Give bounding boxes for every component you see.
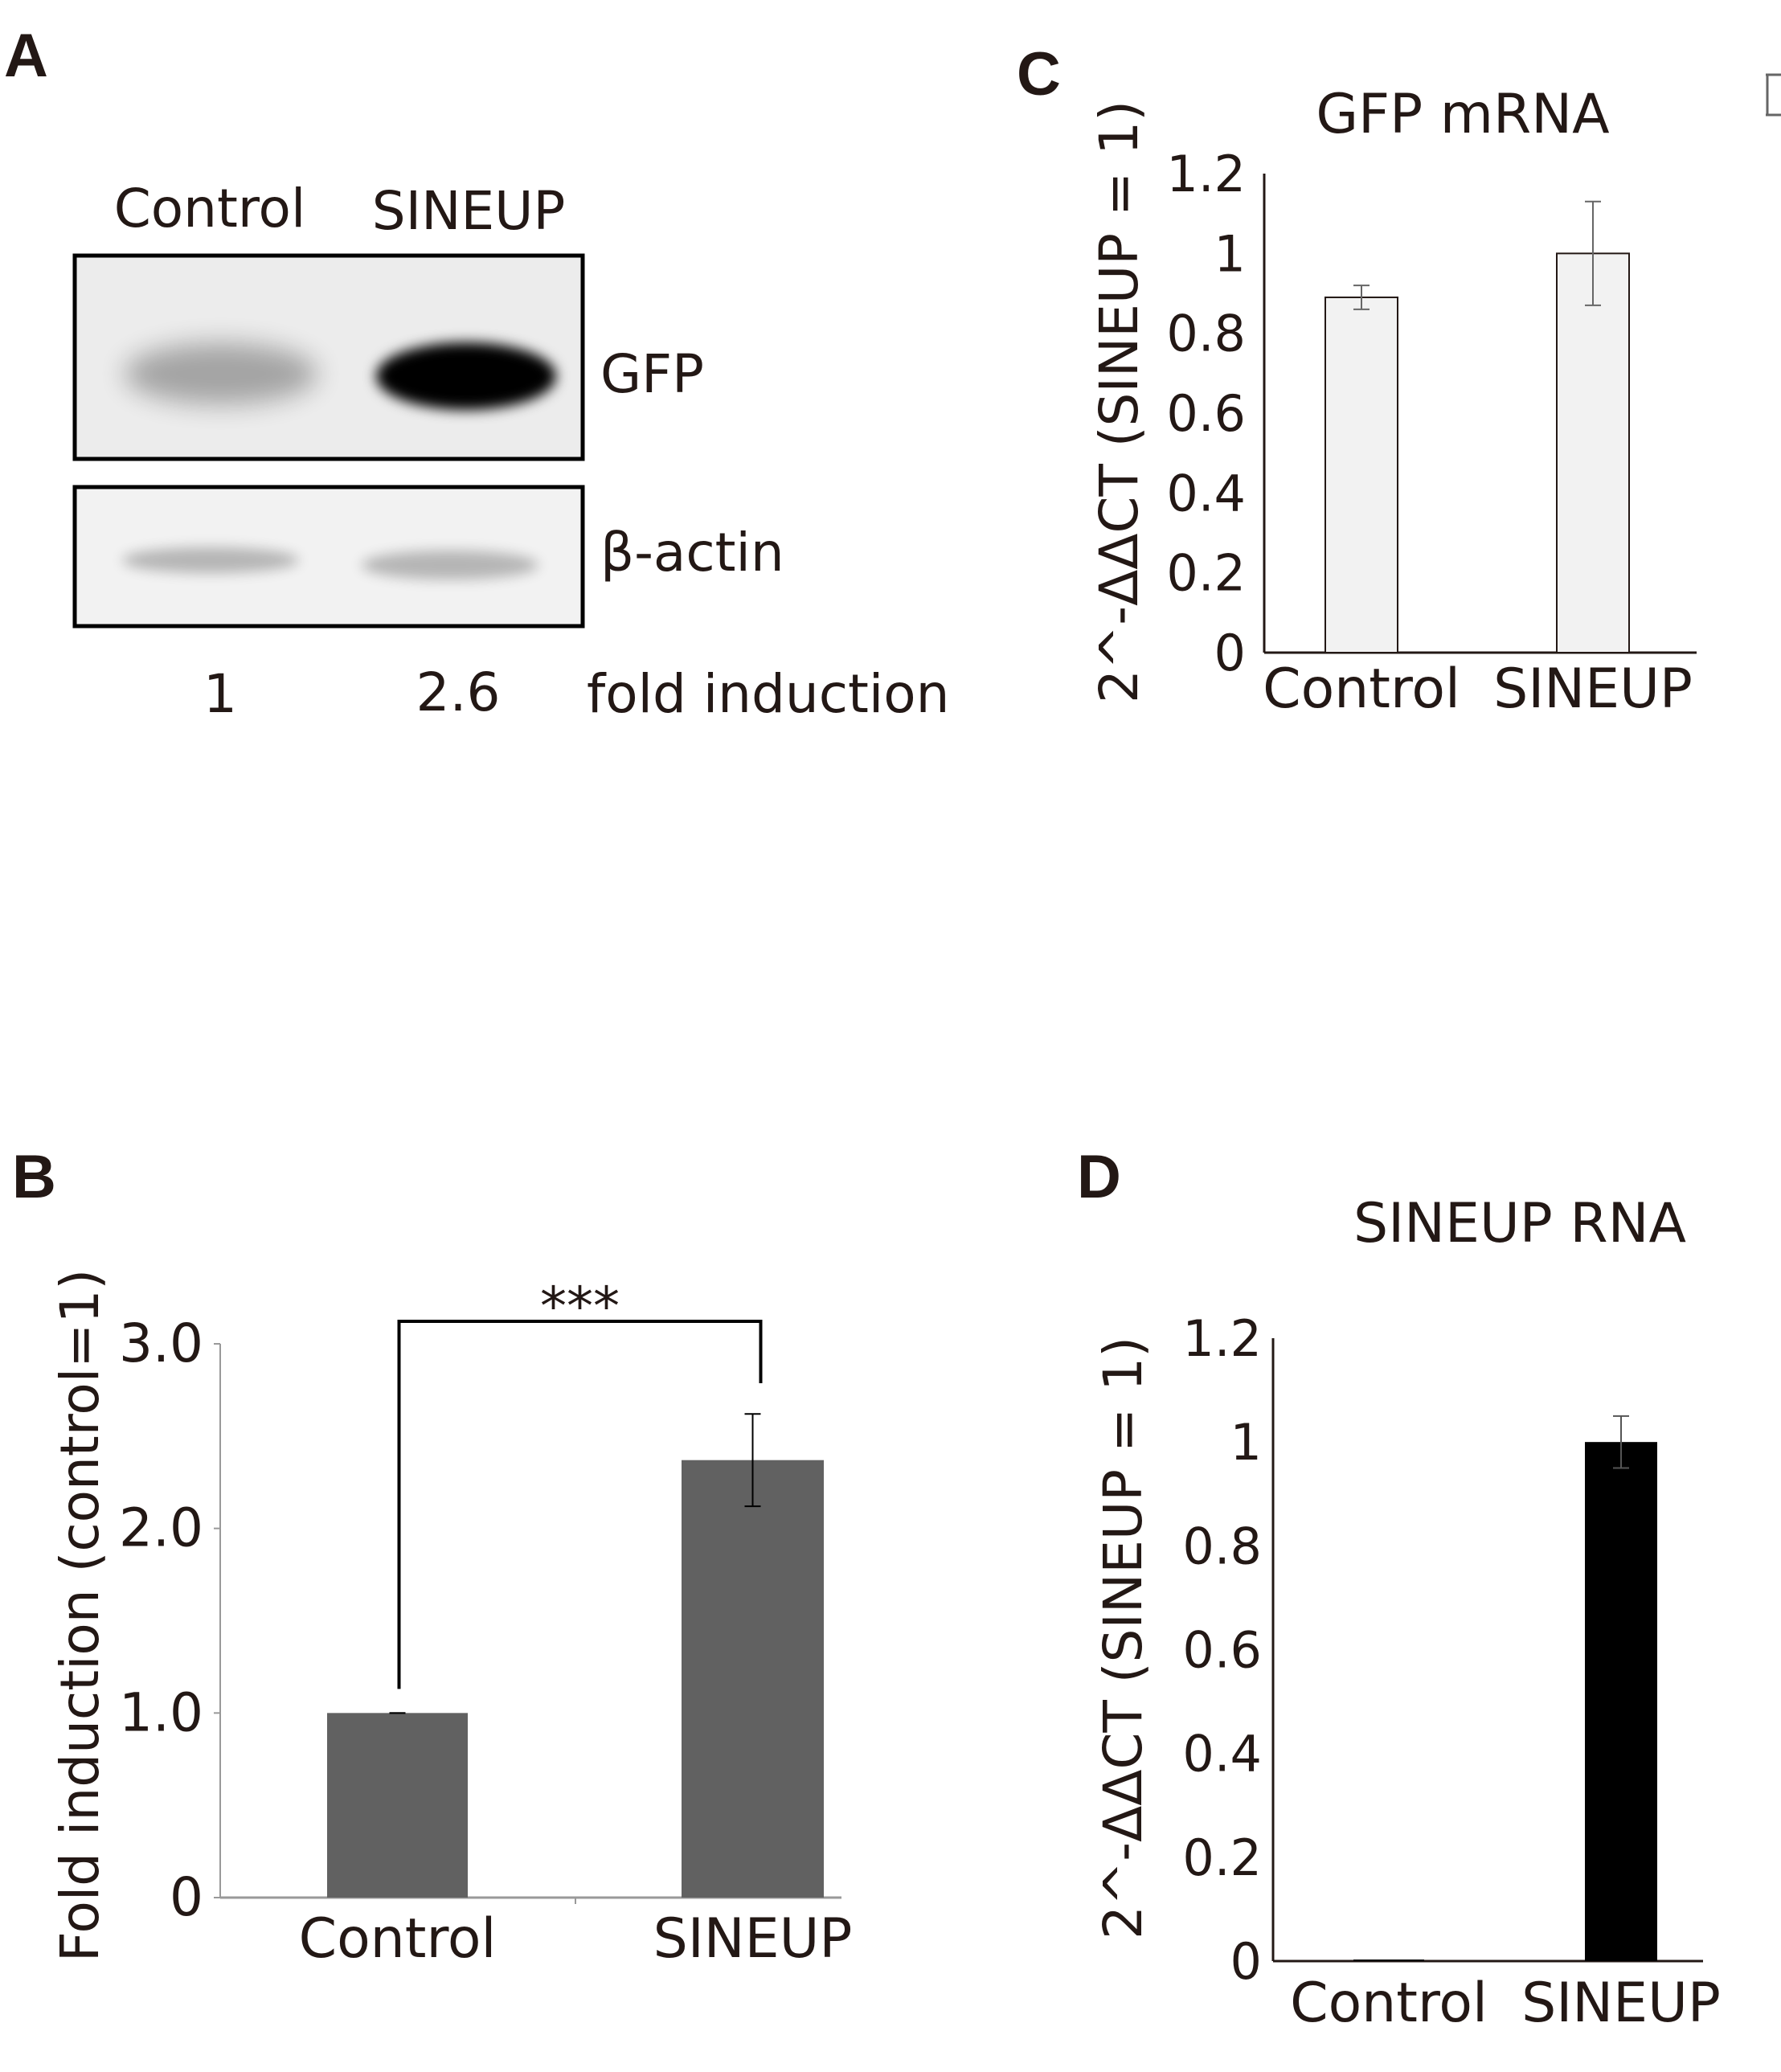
significance-bracket xyxy=(397,1320,763,1689)
gfp-blot xyxy=(72,253,585,461)
y-tick-label: 0.6 xyxy=(1182,1621,1262,1680)
gfp-band-control xyxy=(125,343,317,404)
y-tick-label: 0.8 xyxy=(1166,305,1246,363)
bar-control xyxy=(1324,296,1398,653)
y-tick-label: 1 xyxy=(1230,1413,1262,1472)
panel-letter-b: B xyxy=(12,1143,56,1211)
x-category-label: SINEUP xyxy=(1521,1972,1721,2035)
y-tick-label: 1 xyxy=(1214,224,1246,283)
y-tick-label: 0.4 xyxy=(1166,464,1246,522)
y-axis-label: Fold induction (control=1) xyxy=(49,1269,111,1962)
x-category-label: SINEUP xyxy=(1493,657,1693,721)
y-tick-label: 0 xyxy=(1214,624,1246,682)
x-category-label: SINEUP xyxy=(653,1907,853,1971)
y-tick-label: 1.0 xyxy=(119,1681,203,1743)
band-label-actin: β-actin xyxy=(600,522,784,584)
y-tick-label: 0.8 xyxy=(1182,1517,1262,1575)
actin-blot xyxy=(72,485,585,629)
bar-control xyxy=(1353,1959,1424,1962)
fold-value-sineup: 2.6 xyxy=(416,661,501,723)
stray-error-bar xyxy=(1766,73,1781,117)
chart-d: 0 0.2 0.4 0.6 0.8 1 1.2 Control SINEUP SINEUP RNA… xyxy=(1092,1192,1721,2035)
lane-label-control: Control xyxy=(114,178,306,240)
x-category-label: Control xyxy=(1263,657,1460,721)
y-tick-label: 0.2 xyxy=(1182,1828,1262,1887)
x-category-label: Control xyxy=(299,1907,497,1971)
bar-sineup xyxy=(1556,252,1630,653)
y-tick-label: 3.0 xyxy=(119,1312,203,1374)
panel-letter-d: D xyxy=(1077,1143,1121,1211)
chart-c: 0 0.2 0.4 0.6 0.8 1 1.2 Control SINEUP GFP mRNA 2^… xyxy=(1088,83,1697,721)
y-tick-label: 1.2 xyxy=(1166,145,1246,203)
chart-title: GFP mRNA xyxy=(1316,83,1609,146)
y-tick-label: 1.2 xyxy=(1182,1309,1262,1368)
panel-letter-c: C xyxy=(1017,40,1061,109)
chart-title: SINEUP RNA xyxy=(1353,1192,1686,1255)
y-tick-label: 0.4 xyxy=(1182,1725,1262,1783)
y-tick-label: 2.0 xyxy=(119,1497,203,1559)
y-tick-label: 0.6 xyxy=(1166,384,1246,443)
y-axis-label: 2^-ΔΔCT (SINEUP = 1) xyxy=(1088,100,1150,703)
panel-a: A Control SINEUP GFP β-actin 1 2.6 fold … xyxy=(4,22,949,725)
bar-sineup xyxy=(682,1460,824,1898)
bar-control xyxy=(327,1713,468,1898)
fold-induction-label: fold induction xyxy=(587,663,949,725)
actin-band-control xyxy=(122,547,299,573)
x-category-label: Control xyxy=(1290,1972,1488,2035)
actin-band-sineup xyxy=(362,551,538,579)
y-tick-label: 0 xyxy=(170,1866,203,1928)
lane-label-sineup: SINEUP xyxy=(372,180,566,242)
chart-b: 0 1.0 2.0 3.0 Control SINEUP Fold induction (c… xyxy=(49,1269,852,1971)
gfp-band-sineup xyxy=(376,342,556,410)
panel-letter-a: A xyxy=(4,22,48,90)
fold-value-control: 1 xyxy=(203,663,237,725)
y-axis-label: 2^-ΔΔCT (SINEUP = 1) xyxy=(1092,1337,1154,1939)
y-tick-label: 0.2 xyxy=(1166,544,1246,603)
bar-sineup xyxy=(1585,1442,1657,1961)
significance-stars: *** xyxy=(540,1276,620,1337)
y-tick-label: 0 xyxy=(1230,1932,1262,1991)
band-label-gfp: GFP xyxy=(600,343,704,405)
